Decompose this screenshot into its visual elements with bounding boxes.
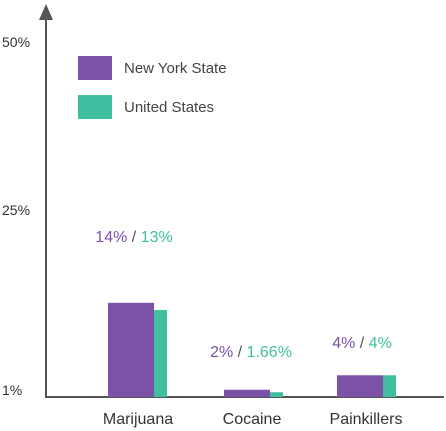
data-label-new-york: 2% (210, 344, 233, 361)
data-label-marijuana: 14% / 13% (95, 229, 172, 246)
legend-swatch-united-states (78, 95, 112, 119)
legend-label-united-states: United States (124, 99, 214, 116)
data-label-separator: / (127, 229, 140, 246)
legend: New York State United States (78, 56, 227, 119)
data-label-new-york: 14% (95, 229, 127, 246)
data-label-separator: / (233, 344, 246, 361)
category-labels: Marijuana Cocaine Painkillers (103, 411, 403, 428)
data-label-cocaine: 2% / 1.66% (210, 344, 292, 361)
category-label-painkillers: Painkillers (330, 411, 403, 428)
bar-new-york-painkillers (337, 375, 383, 397)
y-tick-labels: 50% 25% 1% (2, 34, 30, 398)
data-label-united-states: 4% (369, 335, 392, 352)
legend-swatch-new-york (78, 56, 112, 80)
bar-united-states-painkillers (383, 375, 396, 397)
y-axis-arrow-icon (39, 4, 53, 20)
bar-united-states-marijuana (154, 310, 167, 397)
y-tick-label: 1% (2, 382, 22, 398)
category-label-marijuana: Marijuana (103, 411, 173, 428)
data-label-united-states: 13% (141, 229, 173, 246)
data-label-separator: / (355, 335, 368, 352)
y-tick-label: 50% (2, 34, 30, 50)
data-label-new-york: 4% (332, 335, 355, 352)
category-label-cocaine: Cocaine (223, 411, 282, 428)
legend-label-new-york: New York State (124, 60, 227, 77)
bar-new-york-marijuana (108, 302, 154, 397)
bar-united-states-cocaine (270, 392, 283, 397)
data-labels: 14% / 13% 2% / 1.66% 4% / 4% (95, 229, 392, 361)
data-label-united-states: 1.66% (247, 344, 292, 361)
data-label-painkillers: 4% / 4% (332, 335, 392, 352)
bar-new-york-cocaine (224, 389, 270, 397)
bars (108, 302, 396, 397)
y-tick-label: 25% (2, 202, 30, 218)
